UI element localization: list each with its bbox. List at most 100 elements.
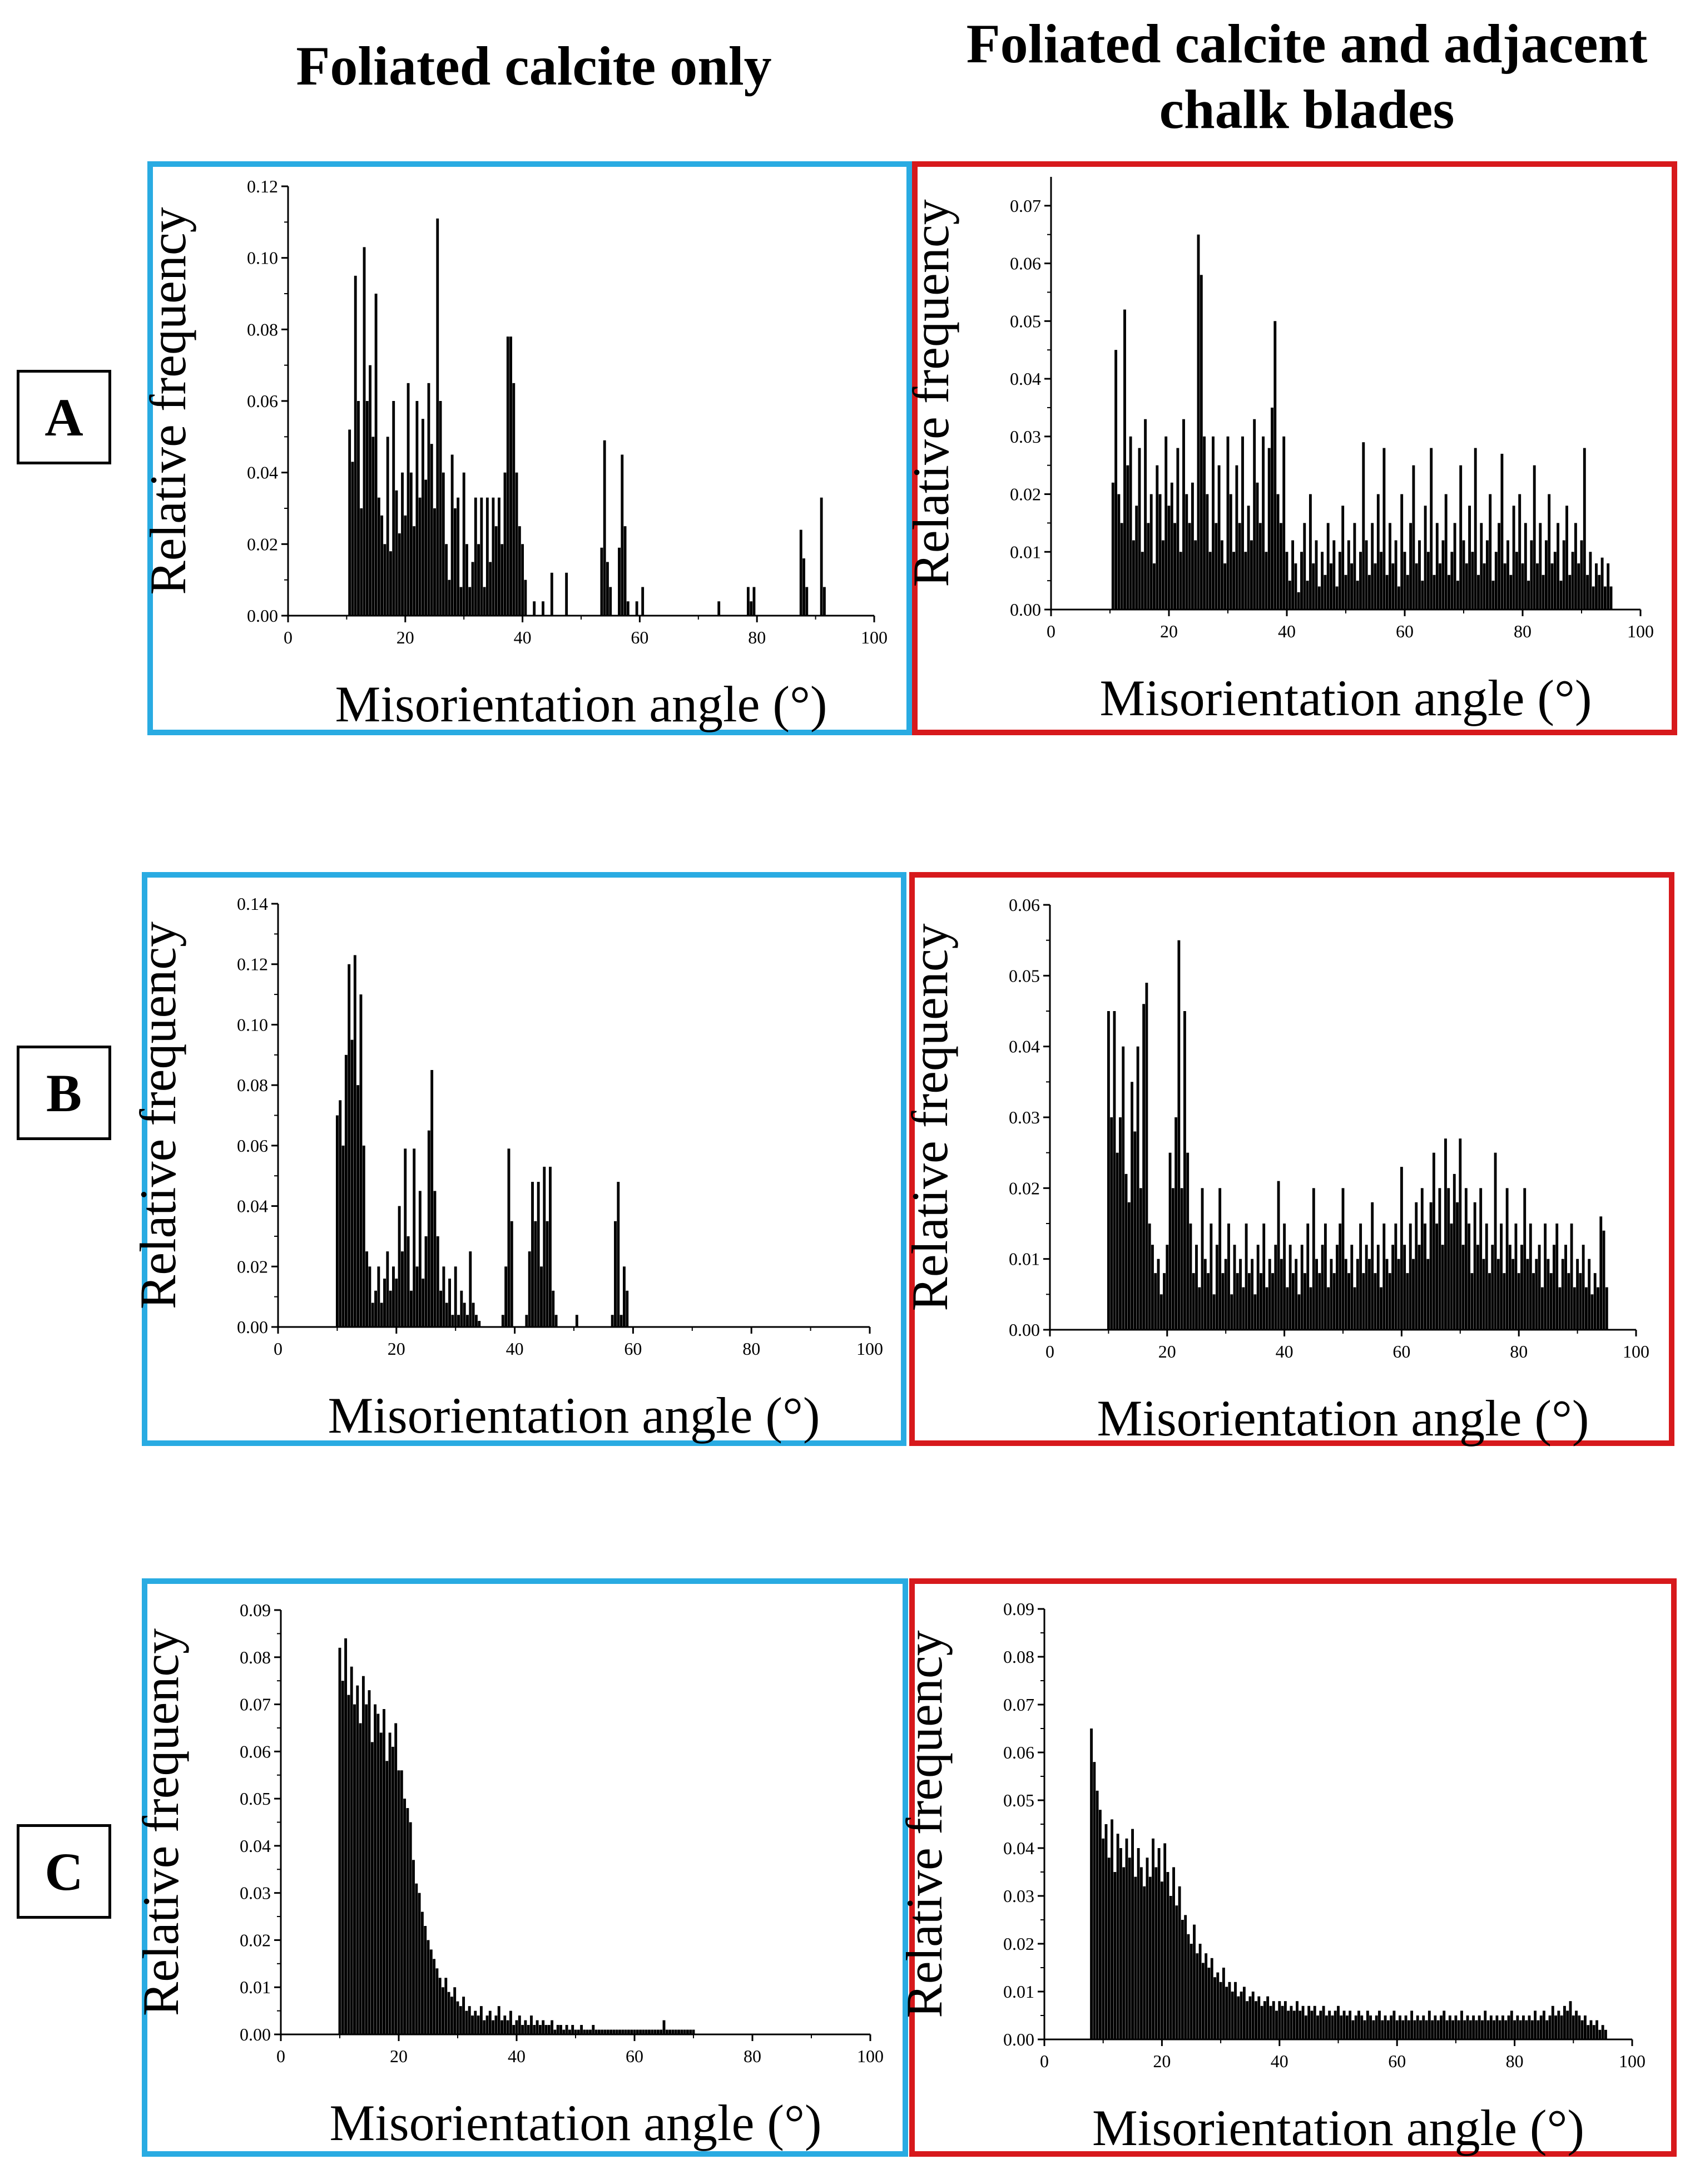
histogram-bar [457, 1315, 460, 1327]
histogram-bar [1516, 2015, 1519, 2039]
histogram-bar [504, 1266, 508, 1327]
histogram-bar [1215, 523, 1218, 610]
histogram-bar [474, 1315, 478, 1327]
histogram-bar [1540, 1287, 1544, 1330]
x-tick-label: 80 [744, 2046, 761, 2066]
histogram-bar [1139, 1867, 1143, 2039]
histogram-bar [1244, 552, 1247, 610]
x-axis-label: Misorientation angle (°) [329, 2094, 821, 2151]
x-tick-label: 20 [1158, 1341, 1176, 1361]
histogram-bar [448, 1279, 451, 1327]
histogram-bar [1439, 563, 1442, 610]
histogram-bar [1296, 2001, 1299, 2039]
histogram-bar [544, 2025, 548, 2034]
histogram-bar [1301, 2005, 1305, 2039]
histogram-bar [500, 2020, 503, 2034]
histogram-bar [601, 2029, 604, 2034]
histogram-bar [1339, 1224, 1342, 1330]
histogram-bar [1325, 2015, 1328, 2039]
histogram-bar [600, 547, 603, 616]
histogram-bar [636, 2029, 639, 2034]
x-tick-label: 20 [388, 1339, 405, 1359]
histogram-bar [1307, 2005, 1311, 2039]
histogram-bar [1327, 1287, 1330, 1330]
histogram-bar [480, 497, 483, 616]
histogram-bar [1563, 2005, 1566, 2039]
histogram-bar [462, 472, 465, 616]
histogram-bar [1356, 581, 1359, 610]
histogram-bar [407, 1236, 410, 1327]
histogram-bar [1407, 2020, 1410, 2039]
histogram-bar [1169, 1896, 1172, 2039]
histogram-bar [1534, 2010, 1537, 2039]
histogram-bar [1532, 1273, 1535, 1330]
histogram-bar [1598, 2029, 1602, 2039]
histogram-bar [1553, 552, 1557, 610]
x-tick-label: 80 [742, 1339, 760, 1359]
histogram-bar [1279, 523, 1282, 610]
histogram-bar [427, 383, 430, 616]
histogram-bar [1604, 2029, 1607, 2039]
histogram-bar [1380, 552, 1383, 610]
histogram-bar [474, 497, 477, 616]
histogram-bar [1465, 563, 1468, 610]
histogram-bar [1384, 2015, 1387, 2039]
histogram-bar [512, 2025, 516, 2034]
histogram-bar [398, 533, 401, 616]
histogram-bar [589, 2029, 592, 2034]
histogram-bar [609, 2029, 613, 2034]
histogram-bar [1268, 1259, 1271, 1330]
histogram-bar [1123, 309, 1126, 610]
histogram-bar [1218, 1188, 1222, 1330]
y-axis-label: Relative frequency [896, 1630, 953, 2018]
y-tick-label: 0.03 [240, 1883, 271, 1903]
histogram-bar [1589, 552, 1592, 610]
histogram-bar [374, 1704, 377, 2034]
histogram-bar [1191, 482, 1194, 610]
histogram-bar [360, 508, 363, 616]
histogram-bar [1201, 1963, 1205, 2039]
y-tick-label: 0.10 [247, 248, 278, 268]
histogram-bar [1435, 523, 1439, 610]
histogram-bar [1334, 2010, 1337, 2039]
histogram-bar [1291, 540, 1295, 610]
x-tick-label: 100 [1619, 2051, 1646, 2071]
histogram-bar [609, 587, 612, 616]
y-tick-label: 0.02 [247, 534, 278, 554]
histogram-bar [339, 1100, 342, 1327]
histogram-bar [507, 1148, 511, 1327]
histogram-bar [389, 1290, 392, 1327]
histogram-bar [1507, 2015, 1510, 2039]
histogram-bar [1129, 436, 1132, 610]
histogram-bar [1149, 494, 1153, 610]
histogram-bar [1262, 1224, 1266, 1330]
histogram-bar [551, 2020, 554, 2034]
histogram-bar [1413, 2020, 1416, 2039]
histogram-bar [533, 601, 536, 616]
histogram-bar [439, 1290, 443, 1327]
histogram-bar [1363, 2020, 1366, 2039]
histogram-bar [1444, 1138, 1447, 1330]
histogram-bar [1517, 1273, 1520, 1330]
x-tick-label: 0 [1040, 2051, 1049, 2071]
histogram-bar [365, 1704, 368, 2034]
histogram-bar [1539, 2015, 1543, 2039]
histogram-bar [1093, 1762, 1096, 2039]
y-tick-label: 0.04 [1009, 1037, 1040, 1057]
histogram-bar [538, 2025, 542, 2034]
histogram-bar [1164, 436, 1168, 610]
histogram-bar [1341, 1188, 1345, 1330]
histogram-bar [1292, 2010, 1296, 2039]
histogram-bar [1174, 1117, 1178, 1330]
histogram-bar [335, 1115, 339, 1327]
histogram-bar [618, 2029, 621, 2034]
x-tick-label: 100 [1623, 1341, 1649, 1361]
histogram-bar [444, 1978, 448, 2034]
histogram-bar [436, 1236, 439, 1327]
histogram-bar [668, 2029, 672, 2034]
x-tick-label: 60 [631, 627, 648, 647]
histogram-bar [1340, 2015, 1343, 2039]
histogram-bar [1399, 2015, 1401, 2039]
histogram-bar [1324, 575, 1327, 610]
histogram-bar [429, 1949, 433, 2034]
